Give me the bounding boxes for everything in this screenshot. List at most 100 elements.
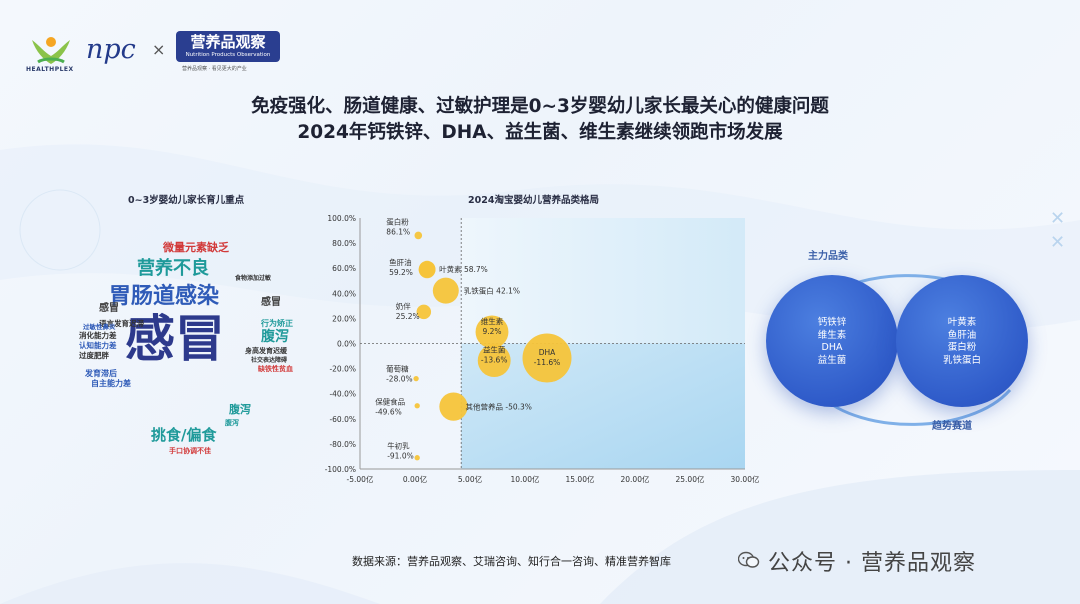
cloud-word: 自主能力差 [91,379,131,388]
bubble-point [522,333,572,383]
trend-track-circle: 叶黄素 鱼肝油 蛋白粉 乳铁蛋白 [896,275,1028,407]
bubble-value-label: 25.2% [396,312,420,321]
cloud-word: 行为矫正 [261,319,293,328]
bubble-label: 葡萄糖 [386,364,409,374]
bubble-value-label: 9.2% [482,327,501,336]
cloud-word: 腹泻 [229,403,251,416]
cloud-word: 感冒 [99,303,119,314]
x-tick-label: 15.00亿 [566,474,595,484]
cloud-word: 感冒 [261,297,281,308]
trend-item: 蛋白粉 [947,342,977,353]
bubble-point [414,455,420,461]
bubble-label: 蛋白粉 [386,216,409,226]
bubble-label: 保健食品 [375,397,405,407]
bubble-value-label: 59.2% [389,268,413,277]
cloud-word: 腹泻 [261,329,289,345]
cloud-word: 胃肠道感染 [109,284,220,309]
cloud-word: 社交表达障碍 [251,357,288,364]
bubble-value-label: -11.6% [534,358,561,367]
main-item: 益生菌 [817,354,847,366]
trend-track-label: 趋势赛道 [932,421,972,432]
y-tick-label: -80.0% [329,440,356,449]
bubble-value-label: -49.6% [375,408,402,417]
y-tick-label: -100.0% [325,465,356,474]
data-source: 数据来源：营养品观察、艾瑞咨询、知行合一咨询、精准营养智库 [352,555,671,568]
page-title-line1: 免疫强化、肠道健康、过敏护理是0~3岁婴幼儿家长最关心的健康问题 [251,96,829,117]
x-tick-label: 10.00亿 [511,474,540,484]
bubble-label: 鱼肝油 [389,257,412,267]
bubble-value-label: -13.6% [481,356,508,365]
bubble-value-label: -91.0% [387,452,414,461]
chart-title: 2024淘宝婴幼儿营养品类格局 [468,195,599,206]
wordcloud-title: 0~3岁婴幼儿家长育儿重点 [128,195,245,206]
bubble-value-label: 86.1% [386,227,410,236]
cloud-word: 认知能力差 [79,341,117,350]
main-item: DHA [821,342,843,353]
bubble-label: 其他营养品 -50.3% [466,402,532,412]
x-tick-label: 25.00亿 [676,474,705,484]
main-item: 维生素 [817,329,847,341]
x-tick-label: -5.00亿 [347,474,374,484]
cloud-word: 过度肥胖 [79,351,109,360]
quadrant-top-right [461,218,745,344]
bubble-point [414,403,420,409]
bubble-point [418,261,436,279]
y-tick-label: 0.0% [337,340,356,349]
cloud-word: 发育滞后 [85,369,117,378]
y-tick-label: 100.0% [327,214,356,223]
y-tick-label: 20.0% [332,314,356,323]
cloud-word: 营养不良 [137,258,209,279]
bubble-label: 奶伴 [396,301,411,311]
bubble-chart: 100.0% 80.0% 60.0% 40.0% 20.0% 0.0% -20.0% -40.… [325,214,760,484]
cloud-word: 腹泻 [225,419,239,427]
page-title-line2: 2024年钙铁锌、DHA、益生菌、维生素继续领跑市场发展 [297,122,783,143]
cloud-word: 手口协调不佳 [169,447,211,455]
y-tick-label: -20.0% [329,365,356,374]
npo-logo-tagline: 营养品观察 · 看见更大的产业 [182,66,247,72]
main-category-circle: 钙铁锌 维生素 DHA 益生菌 [766,275,898,407]
y-tick-label: -60.0% [329,415,356,424]
trend-item: 叶黄素 [947,317,977,328]
npo-logo-title: 营养品观察 [190,33,266,51]
npc-logo: npc [86,34,136,65]
y-tick-label: -40.0% [329,390,356,399]
npo-logo-subtitle: Nutrition Products Observation [185,52,271,58]
bubble-value-label: -28.0% [386,375,413,384]
bubble-label: 牛初乳 [387,441,410,451]
x-tick-label: 30.00亿 [731,474,760,484]
main-category-label: 主力品类 [808,251,848,262]
decor-cross-icon: ✕ [1050,232,1066,253]
wordcloud: 感冒 胃肠道感染 营养不良 腹泻 挑食/偏食 微量元素缺乏 感冒 感冒 行为矫正… [65,220,305,468]
x-tick-label: 5.00亿 [458,474,483,484]
y-tick-label: 60.0% [332,264,356,273]
bubble-point [414,231,423,240]
trend-item: 鱼肝油 [947,329,977,341]
bubble-label: DHA [539,348,556,357]
main-item: 钙铁锌 [817,317,847,328]
cloud-word: 感冒 [125,310,225,368]
cloud-word: 微量元素缺乏 [163,241,229,254]
bubble-point [439,392,468,421]
y-tick-label: 40.0% [332,289,356,298]
bubble-label: 叶黄素 58.7% [439,264,488,274]
cloud-word: 过敏性鼻炎 [83,323,116,331]
bubble-point [432,277,459,304]
bubble-point [477,344,511,378]
healthplex-logo-text: HEALTHPLEX [26,66,74,73]
watermark: 公众号 · 营养品观察 [768,551,976,576]
logo-separator: × [152,40,166,59]
decor-cross-icon: ✕ [1050,208,1066,229]
healthplex-logo [32,37,70,64]
x-tick-label: 20.00亿 [621,474,650,484]
cloud-word: 语言发育迟滞 [99,319,144,328]
cloud-word: 挑食/偏食 [151,426,217,444]
bubble-point [413,375,419,382]
cloud-word: 身高发育迟缓 [245,347,287,355]
wechat-icon [738,551,760,568]
trend-item: 乳铁蛋白 [942,354,981,366]
y-tick-label: 80.0% [332,239,356,248]
cloud-word: 食物添加过敏 [235,275,272,282]
npo-logo: 营养品观察 Nutrition Products Observation [176,31,280,62]
bubble-point [475,315,509,349]
cloud-word: 消化能力差 [79,331,117,340]
